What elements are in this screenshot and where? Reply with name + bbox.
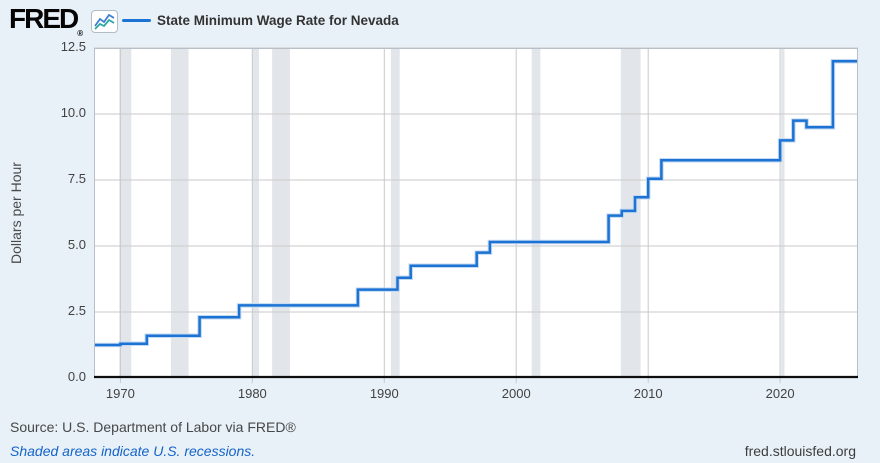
recession-note-link[interactable]: Shaded areas indicate U.S. recessions. [10,443,256,459]
y-tick-label: 0.0 [67,369,86,384]
y-axis-title: Dollars per Hour [8,162,24,264]
x-tick-label: 2010 [633,386,663,401]
fred-logo-text: FRED [9,3,79,34]
y-tick-label: 10.0 [60,105,86,120]
fred-sparkline-icon [91,10,118,33]
fred-site-link[interactable]: fred.stlouisfed.org [744,443,856,459]
y-tick-label: 5.0 [67,237,86,252]
x-tick-label: 2000 [501,386,531,401]
x-tick-label: 2020 [765,386,795,401]
chart-plot-area[interactable] [94,47,858,383]
recession-band [781,48,785,378]
recession-band [119,48,132,378]
source-text: Source: U.S. Department of Labor via FRE… [10,419,296,435]
recession-band [531,48,541,378]
legend-label: State Minimum Wage Rate for Nevada [157,13,399,28]
x-tick-label: 1980 [237,386,267,401]
fred-logo-registered-mark: ® [77,29,84,38]
recession-band [170,48,189,378]
y-tick-label: 2.5 [67,303,86,318]
legend-key-line [122,19,151,22]
y-tick-label: 12.5 [60,39,86,54]
x-tick-label: 1970 [105,386,135,401]
y-tick-label: 7.5 [67,171,86,186]
x-tick-label: 1990 [369,386,399,401]
recession-band [252,48,259,378]
series-line-halo [94,58,858,348]
recession-band [272,48,290,378]
plot-border [94,48,858,378]
fred-logo[interactable]: FRED® [9,3,84,47]
recession-band [390,48,400,378]
series-line [94,59,858,347]
